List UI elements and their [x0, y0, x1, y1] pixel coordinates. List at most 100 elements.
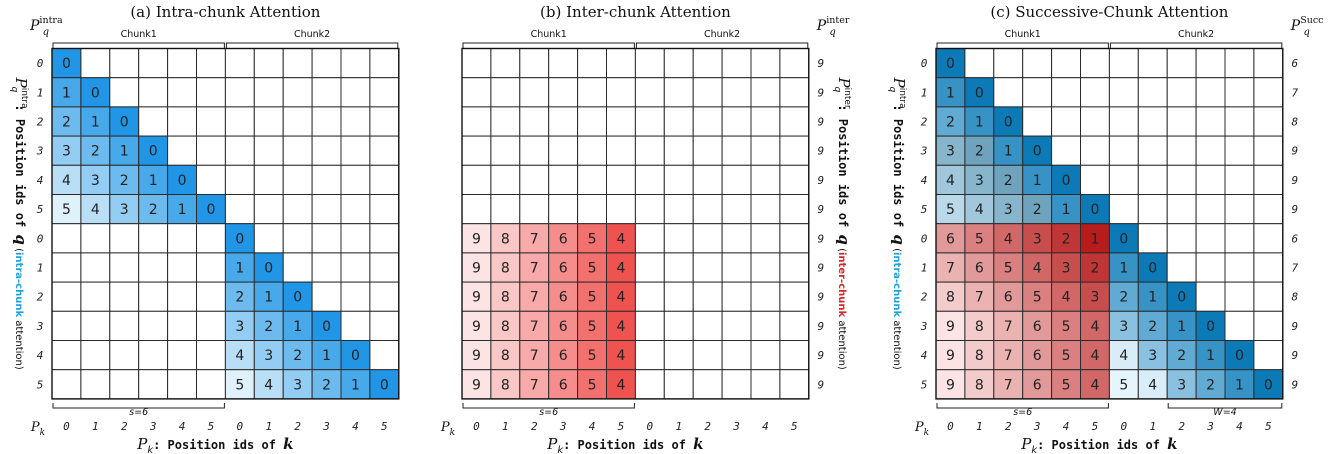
cell-value: 6 [559, 377, 568, 393]
panel-succ: (c) Successive-Chunk Attention Chunk1 Chun… [887, 3, 1324, 454]
cell-value: 4 [1090, 319, 1099, 335]
cell-value: 0 [1148, 261, 1157, 277]
grid-cell [663, 252, 694, 283]
y-axis-p: P [12, 77, 30, 89]
grid-cell [167, 310, 198, 341]
grid-cell [1253, 310, 1284, 341]
grid-cell [993, 310, 1024, 341]
cell-value: 1 [322, 348, 331, 364]
cell-value: 9 [946, 319, 955, 335]
grid-cell [1195, 194, 1226, 225]
cell-value: 1 [975, 115, 984, 131]
grid-cell [282, 252, 313, 283]
row-id: 3 [920, 145, 928, 158]
right-row-id: 7 [1291, 86, 1298, 99]
pq-header-label: PSucc q [1290, 15, 1324, 38]
grid-cell [1080, 48, 1110, 79]
grid-cell [138, 77, 169, 108]
grid-cell [519, 106, 550, 137]
grid-cell [721, 48, 752, 79]
grid-cell [634, 135, 665, 166]
row-id: 4 [37, 349, 44, 362]
col-id: 2 [1178, 420, 1185, 433]
grid-cell [663, 77, 694, 108]
grid-cell [369, 252, 400, 283]
grid-cell [167, 194, 198, 225]
cell-value: 3 [120, 202, 129, 218]
x-axis-sub: k [147, 445, 154, 454]
cell-value: 0 [1004, 115, 1013, 131]
cell-value: 0 [946, 56, 955, 72]
grid-cell [1195, 164, 1226, 196]
grid-cell [779, 340, 810, 371]
cell-value: 6 [559, 290, 568, 306]
right-row-id: 9 [1291, 320, 1298, 333]
grid-cell [606, 135, 636, 166]
grid-cell [196, 369, 226, 400]
grid-cell [721, 77, 752, 108]
cell-value: 2 [149, 202, 158, 218]
grid-cell [109, 106, 140, 137]
grid-cell [1022, 77, 1053, 108]
grid-cell [461, 135, 492, 166]
pk-row-label: Pk [440, 420, 455, 438]
grid-cell [964, 106, 995, 137]
grid-cell [1108, 135, 1139, 166]
grid-cell [80, 340, 111, 371]
grid-cell [692, 252, 723, 283]
chunk2-label: Chunk2 [294, 29, 330, 40]
x-axis-p: P [136, 435, 148, 453]
x-axis-var: k [283, 435, 293, 453]
grid-cell [1022, 48, 1053, 79]
y-axis-highlight: intra-chunk [891, 252, 902, 317]
grid-cell [167, 135, 198, 166]
grid-cell [1108, 223, 1139, 254]
cell-value: 0 [235, 231, 244, 247]
y-axis-text: : Position ids of [13, 104, 27, 234]
grid-cell [634, 106, 665, 137]
grid-cell [138, 223, 169, 254]
grid-cell [196, 340, 226, 371]
grid-cell [340, 194, 371, 225]
grid-cell [340, 281, 371, 312]
chunk2-label: Chunk2 [1178, 29, 1214, 40]
grid-cell [750, 281, 781, 312]
col-id: 4 [179, 420, 186, 433]
grid-cell [369, 164, 400, 196]
grid-cell [109, 310, 140, 341]
grid-cell [634, 223, 665, 254]
cell-value: 8 [946, 290, 955, 306]
cell-value: 2 [1206, 377, 1215, 393]
grid-cell [138, 135, 169, 166]
grid-cell [109, 281, 140, 312]
cell-value: 4 [91, 202, 100, 218]
grid-cell [340, 106, 371, 137]
right-row-id: 9 [1291, 174, 1298, 187]
cell-value: 0 [1206, 319, 1215, 335]
grid-cell [1022, 135, 1053, 166]
x-axis-label: Pk: Position ids of k [1020, 435, 1177, 454]
right-row-id: 9 [1291, 378, 1298, 391]
cell-value: 6 [559, 319, 568, 335]
col-id: 3 [559, 420, 567, 433]
y-axis-highlight: intra-chunk [13, 252, 24, 317]
cell-value: 0 [149, 144, 158, 160]
cell-value: 1 [1119, 261, 1128, 277]
cell-value: 4 [616, 261, 625, 277]
y-axis-open: ( [836, 245, 847, 252]
x-axis-p: P [1020, 435, 1032, 453]
grid-cell [779, 77, 810, 108]
grid-cell [750, 369, 781, 400]
grid-cell [1224, 106, 1255, 137]
cell-value: 2 [1119, 290, 1128, 306]
row-id: 2 [37, 116, 44, 129]
grid-cell [1166, 106, 1197, 137]
grid-cell [750, 164, 781, 196]
grid-cell [369, 135, 400, 166]
right-row-id: 6 [1291, 232, 1298, 245]
cell-value: 1 [62, 85, 71, 101]
grid-cell [779, 223, 810, 254]
grid-cell [1253, 369, 1284, 400]
grid-cell [993, 106, 1024, 137]
grid-cell [1108, 340, 1139, 371]
